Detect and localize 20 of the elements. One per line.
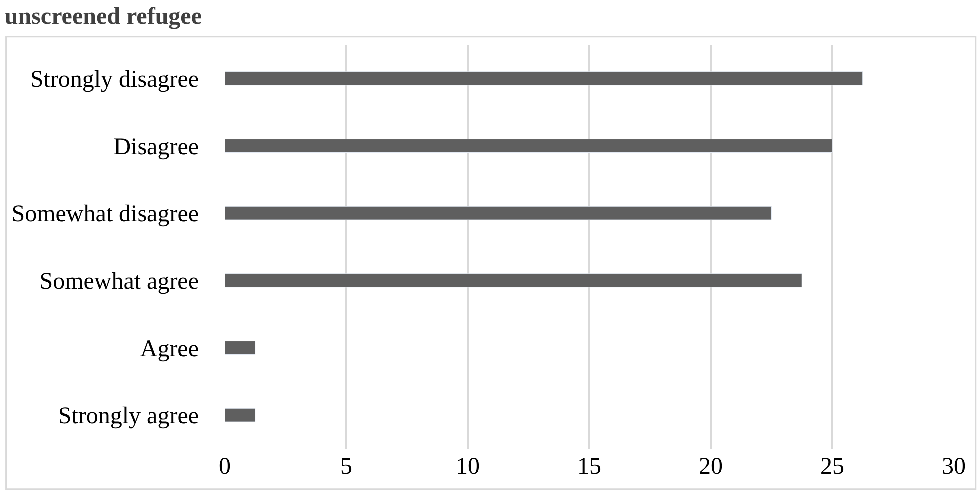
y-tick-label: Agree — [140, 336, 199, 362]
chart-title: unscreened refugee — [4, 4, 202, 30]
x-tick-label: 30 — [942, 454, 966, 480]
x-tick-label: 25 — [820, 454, 844, 480]
y-tick-label: Strongly agree — [58, 404, 199, 430]
y-tick-label: Somewhat disagree — [12, 202, 199, 228]
x-tick-label: 0 — [219, 454, 231, 480]
x-tick-label: 5 — [340, 454, 352, 480]
y-tick-label: Disagree — [114, 134, 199, 160]
x-tick-label: 20 — [699, 454, 723, 480]
x-tick-label: 10 — [456, 454, 480, 480]
y-tick-label: Strongly disagree — [30, 67, 199, 94]
bar — [225, 341, 256, 355]
x-tick-label: 15 — [578, 454, 602, 480]
y-tick-label: Somewhat agree — [40, 269, 199, 296]
bar — [225, 139, 833, 153]
bar — [225, 206, 772, 220]
bar — [225, 72, 864, 86]
bar — [225, 408, 256, 422]
bar — [225, 274, 802, 288]
